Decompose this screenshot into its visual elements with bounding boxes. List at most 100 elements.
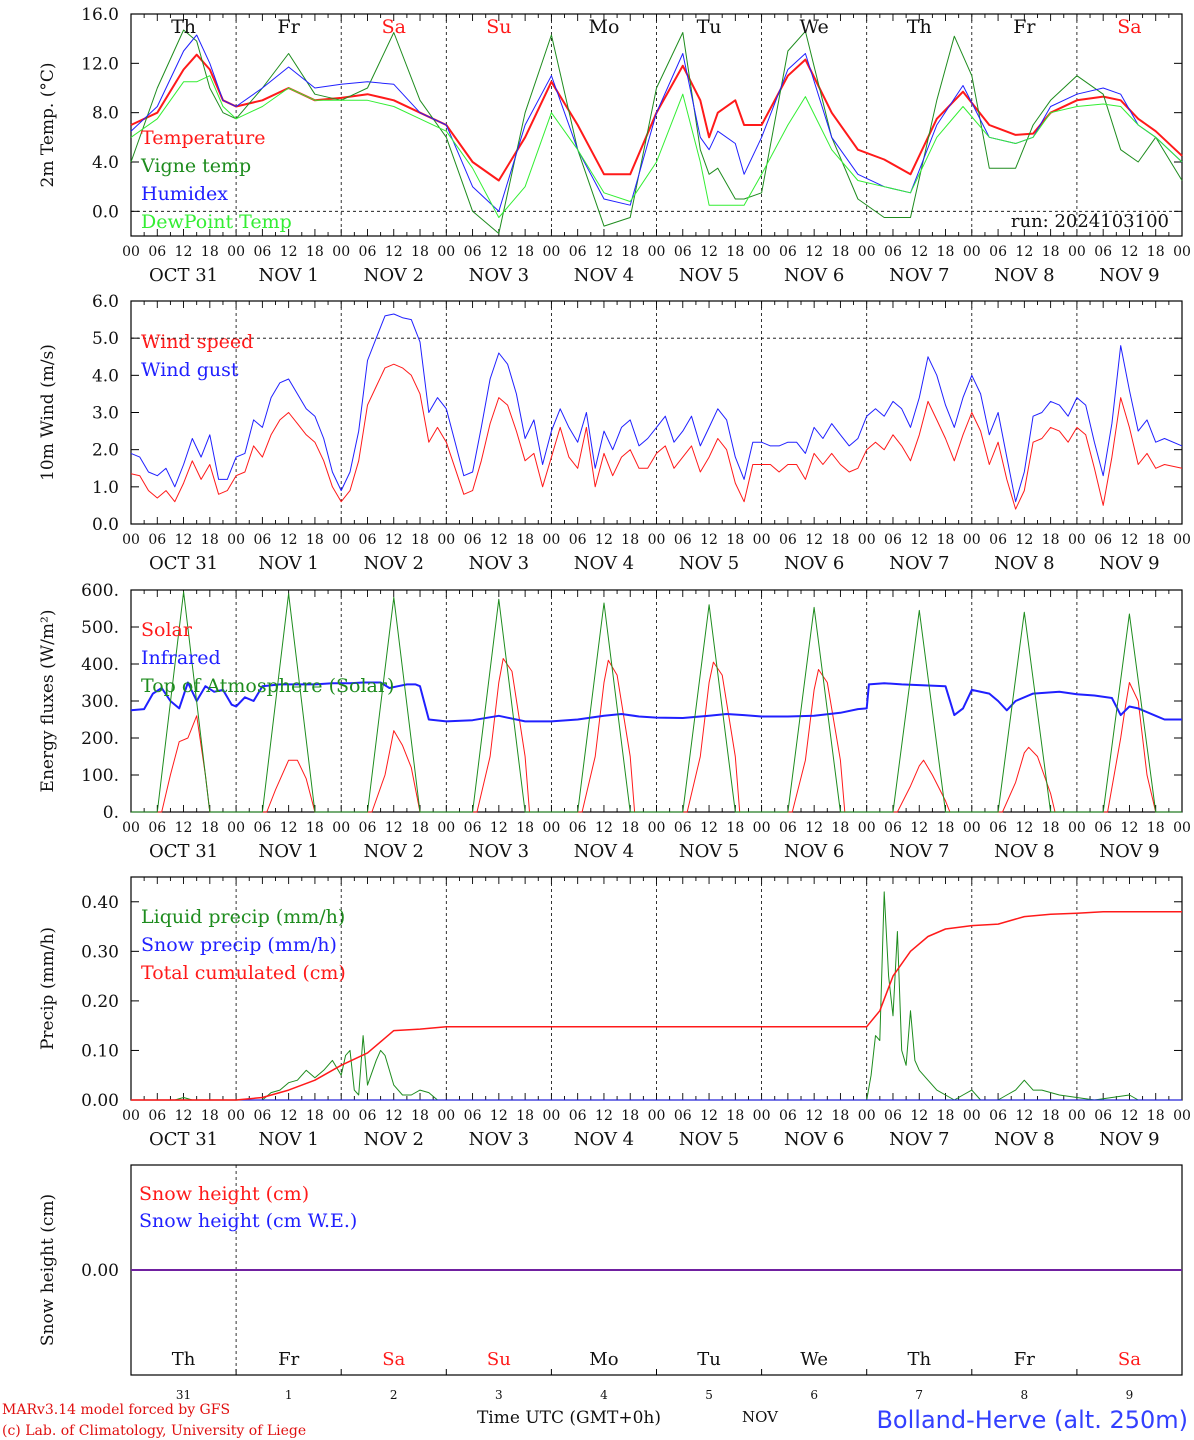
date-label: NOV 4: [574, 1129, 634, 1150]
y-tick-label: 0.40: [81, 893, 119, 913]
hour-tick-label: 18: [1147, 820, 1165, 836]
hour-tick-label: 18: [726, 532, 744, 548]
y-tick-label: 4.0: [92, 366, 119, 386]
hour-tick-label: 00: [963, 820, 981, 836]
hour-tick-label: 12: [595, 820, 613, 836]
hour-tick-label: 00: [227, 820, 245, 836]
hour-tick-label: 06: [253, 820, 271, 836]
series-line-dewpoint-temp: [130, 75, 1183, 218]
run-label: run: 2024103100: [1011, 211, 1169, 232]
hour-tick-label: 18: [937, 1108, 955, 1124]
hour-tick-label: 06: [989, 244, 1007, 260]
legend-entry: Total cumulated (cm): [141, 962, 346, 984]
y-tick-label: 600.: [81, 581, 119, 601]
hour-tick-label: 06: [359, 532, 377, 548]
date-label: NOV 6: [784, 265, 844, 286]
y-tick-label: 500.: [81, 618, 119, 638]
date-label: NOV 1: [258, 265, 318, 286]
hour-tick-label: 18: [1042, 244, 1060, 260]
hour-tick-label: 12: [490, 820, 508, 836]
hour-tick-label: 18: [411, 820, 429, 836]
hour-tick-label: 12: [700, 1108, 718, 1124]
hour-tick-label: 06: [674, 532, 692, 548]
date-label: NOV 4: [574, 553, 634, 574]
footer-copyright: (c) Lab. of Climatology, University of L…: [2, 1423, 306, 1439]
hour-tick-label: 06: [779, 820, 797, 836]
hour-tick-label: 06: [989, 820, 1007, 836]
hour-tick-label: 06: [989, 1108, 1007, 1124]
hour-tick-label: 12: [595, 532, 613, 548]
y-tick-label: 100.: [81, 766, 119, 786]
hour-tick-label: 00: [542, 532, 560, 548]
hour-tick-label: 06: [253, 532, 271, 548]
hour-tick-label: 12: [700, 532, 718, 548]
legend-entry: Snow height (cm W.E.): [139, 1210, 357, 1232]
hour-tick-label: 18: [937, 532, 955, 548]
hour-tick-label: 18: [411, 1108, 429, 1124]
hour-tick-label: 00: [963, 532, 981, 548]
hour-tick-label: 00: [858, 1108, 876, 1124]
date-label: NOV 2: [364, 553, 424, 574]
hour-tick-label: 00: [648, 244, 666, 260]
hour-tick-label: 18: [411, 244, 429, 260]
day-number-label: 2: [390, 1388, 398, 1402]
hour-tick-label: 00: [753, 244, 771, 260]
hour-tick-label: 06: [1094, 532, 1112, 548]
hour-tick-label: 06: [674, 1108, 692, 1124]
date-label: OCT 31: [149, 841, 218, 862]
day-number-label: 1: [285, 1388, 293, 1402]
meteogram-panels: 0.04.08.012.016.02m Temp. (°C) Temperatur…: [38, 5, 1191, 1402]
hour-tick-label: 18: [1147, 244, 1165, 260]
legend-entry: Infrared: [141, 647, 221, 669]
hour-tick-label: 00: [858, 532, 876, 548]
day-number-label: 6: [810, 1388, 818, 1402]
hour-tick-label: 18: [1042, 532, 1060, 548]
date-label: NOV 7: [889, 265, 949, 286]
date-label: NOV 2: [364, 265, 424, 286]
hour-tick-label: 18: [201, 1108, 219, 1124]
hour-tick-label: 12: [280, 820, 298, 836]
hour-tick-label: 18: [832, 244, 850, 260]
hour-tick-label: 18: [516, 1108, 534, 1124]
date-label: NOV 8: [994, 841, 1054, 862]
hour-tick-label: 06: [359, 820, 377, 836]
hour-tick-label: 12: [1121, 1108, 1139, 1124]
series-line-infrared: [130, 681, 1182, 723]
series-line-top-of-atmosphere-solar: [131, 591, 1182, 813]
hour-tick-label: 00: [227, 1108, 245, 1124]
date-label: NOV 9: [1099, 553, 1159, 574]
hour-tick-label: 06: [989, 532, 1007, 548]
hour-tick-label: 12: [280, 1108, 298, 1124]
hour-tick-label: 06: [674, 244, 692, 260]
hour-tick-label: 00: [437, 532, 455, 548]
hour-tick-label: 12: [490, 1108, 508, 1124]
hour-tick-label: 12: [1121, 532, 1139, 548]
legend-entry: Snow height (cm): [139, 1183, 309, 1205]
day-number-label: 9: [1126, 1388, 1134, 1402]
legend-entry: Wind speed: [141, 331, 253, 353]
hour-tick-label: 12: [1015, 1108, 1033, 1124]
date-label: OCT 31: [149, 553, 218, 574]
series-line-solar: [131, 658, 1182, 813]
hour-tick-label: 12: [805, 1108, 823, 1124]
legend-entry: Liquid precip (mm/h): [141, 906, 345, 928]
legend-entry: Top of Atmosphere (Solar): [141, 675, 394, 697]
hour-tick-label: 00: [332, 532, 350, 548]
date-label: NOV 4: [574, 841, 634, 862]
day-number-label: 31: [176, 1388, 191, 1402]
hour-tick-label: 18: [726, 244, 744, 260]
hour-tick-label: 06: [253, 244, 271, 260]
date-label: NOV 3: [469, 553, 529, 574]
date-label: NOV 5: [679, 1129, 739, 1150]
hour-tick-label: 00: [542, 820, 560, 836]
hour-tick-label: 18: [516, 532, 534, 548]
station-title: Bolland-Herve (alt. 250m): [876, 1406, 1188, 1434]
weekday-label: Th: [172, 1349, 196, 1370]
date-label: NOV 5: [679, 553, 739, 574]
hour-tick-label: 06: [464, 820, 482, 836]
hour-tick-label: 00: [858, 244, 876, 260]
hour-tick-label: 18: [937, 820, 955, 836]
date-label: NOV 8: [994, 1129, 1054, 1150]
panel-precip: 0.00 0.10 0.20 0.30 0.40 Precip (mm/h) Liquid …: [38, 876, 1191, 1150]
hour-tick-label: 18: [1147, 532, 1165, 548]
